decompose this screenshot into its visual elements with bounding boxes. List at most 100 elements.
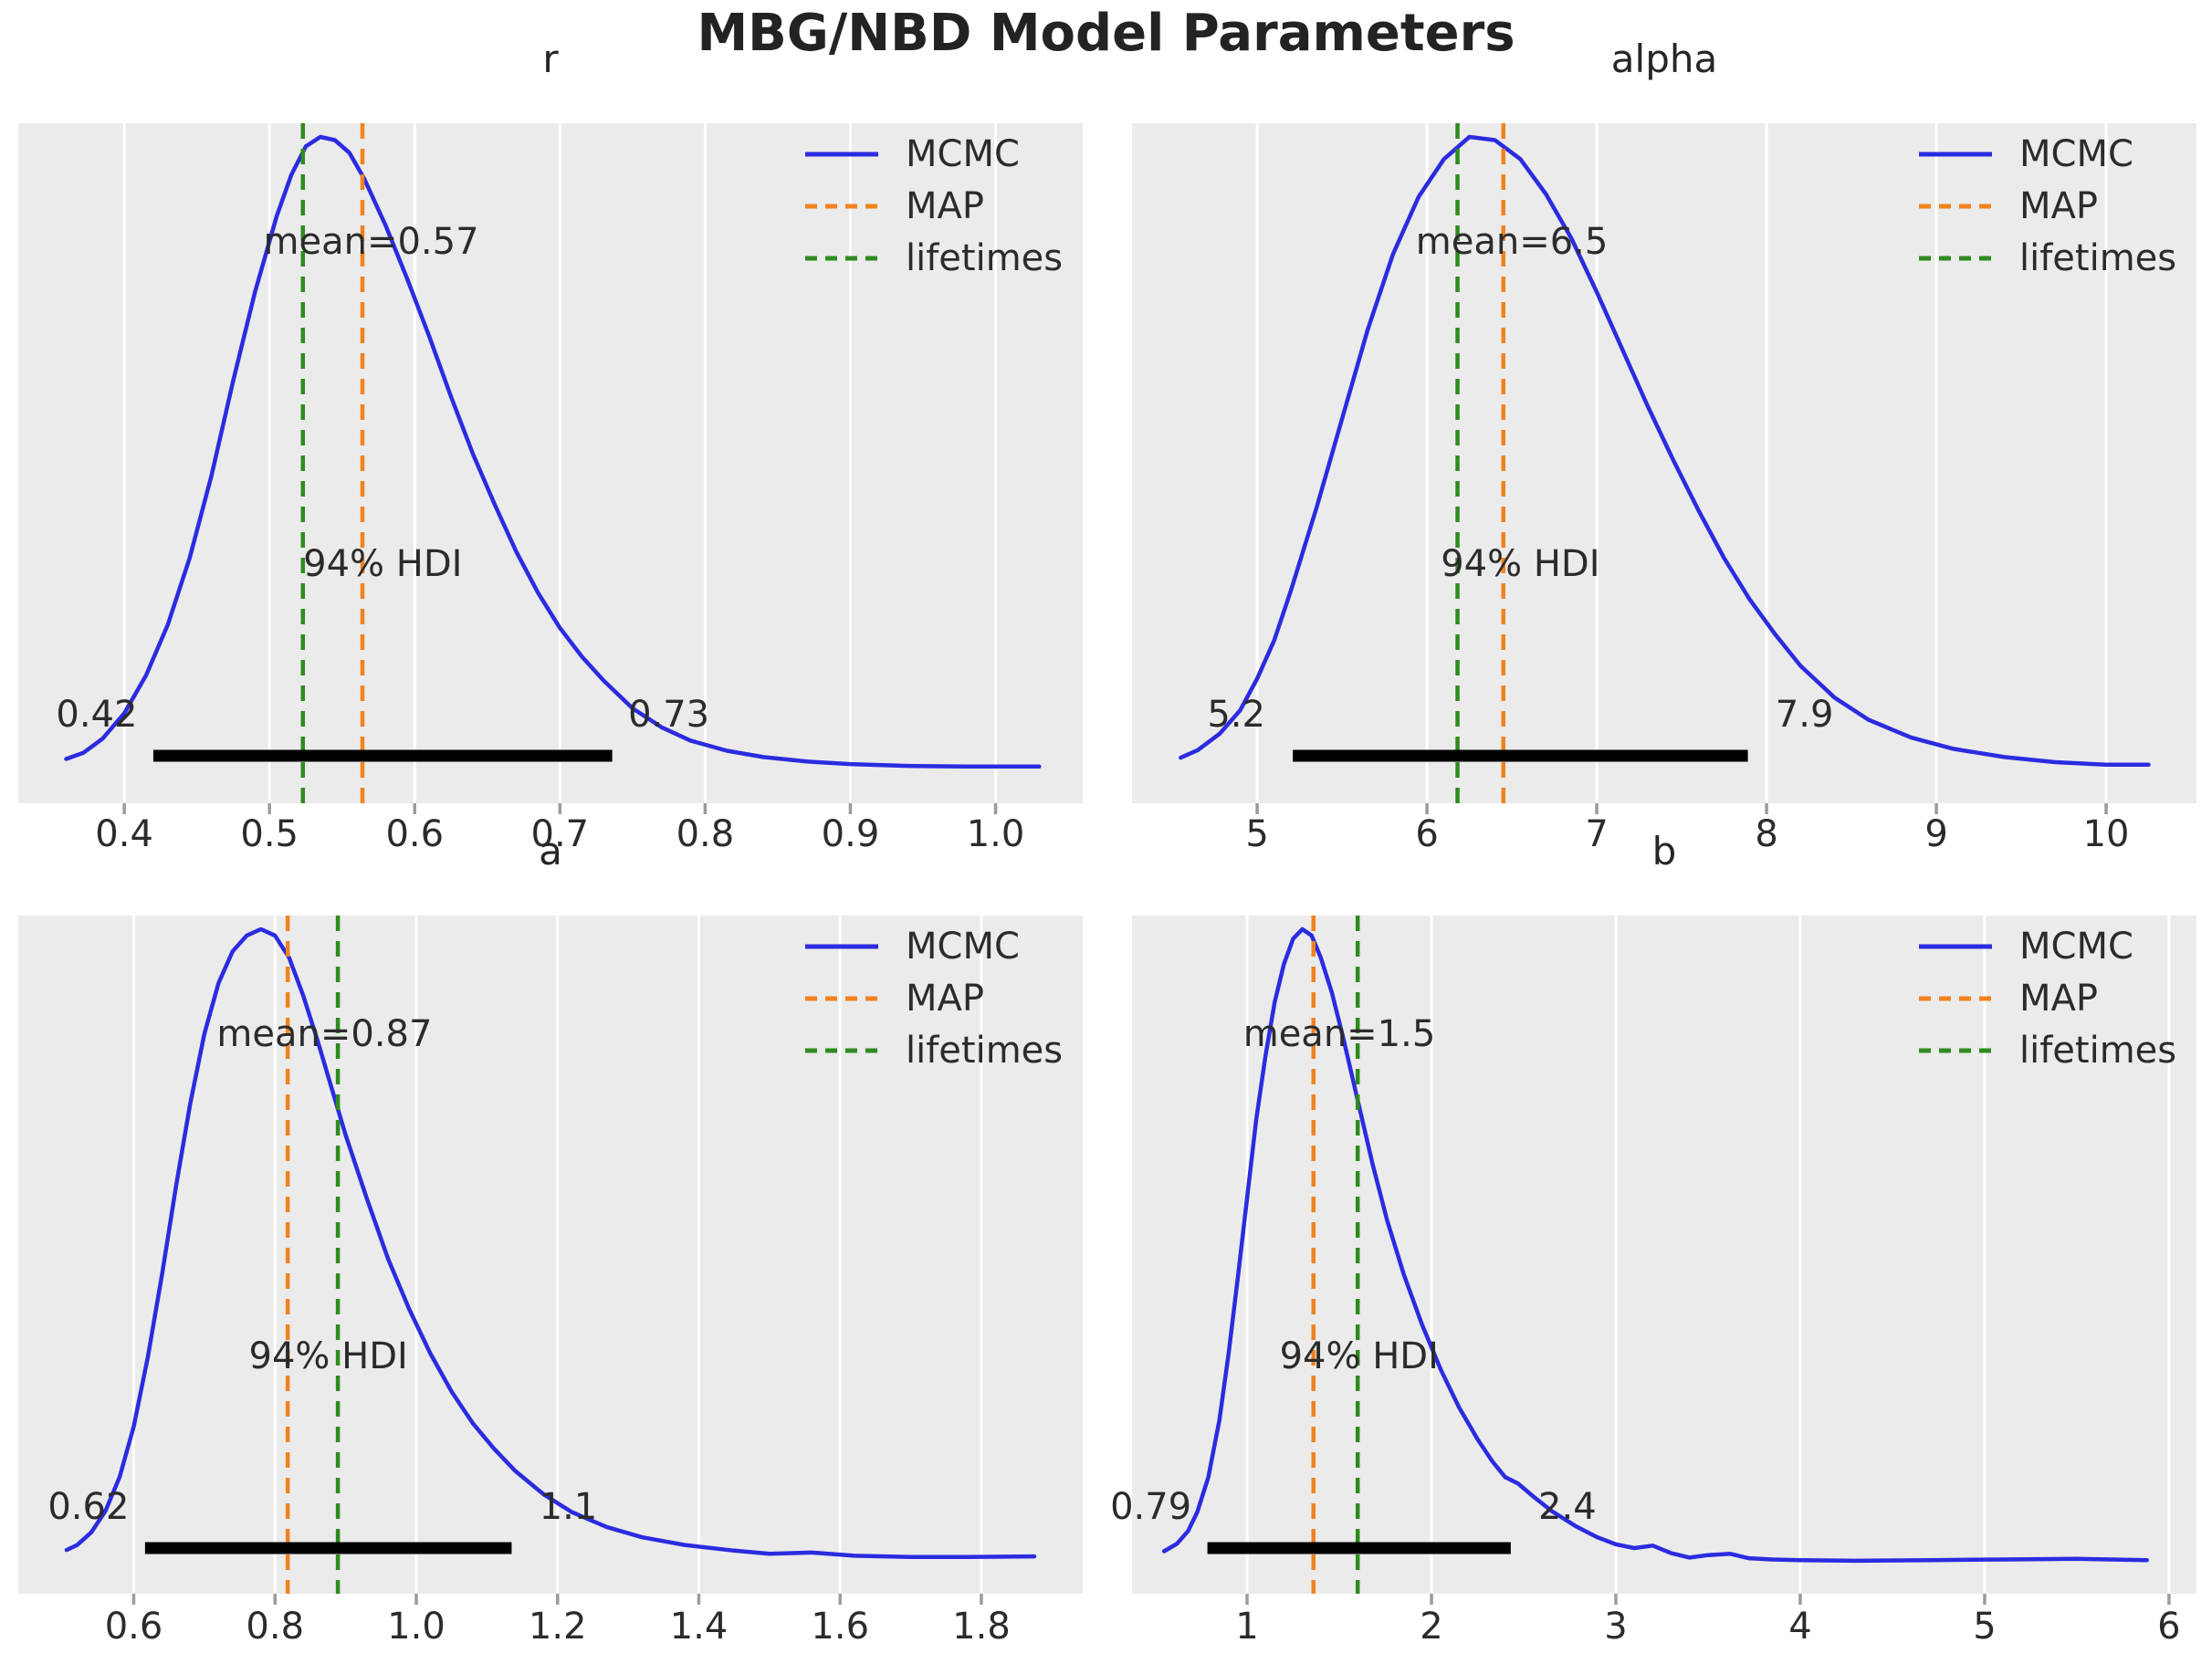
hdi-lower-label: 0.62 — [47, 1486, 130, 1528]
legend-label: MAP — [2019, 978, 2098, 1020]
x-tick-label: 0.9 — [821, 813, 880, 855]
x-tick-label: 1.4 — [669, 1606, 729, 1648]
legend-label: lifetimes — [2019, 1030, 2177, 1072]
legend-swatch — [1919, 1048, 1992, 1053]
legend-label: MCMC — [906, 926, 1020, 968]
mean-annotation: mean=6.5 — [1415, 221, 1609, 263]
x-tick-label: 2 — [1420, 1606, 1443, 1648]
kde-curve-mcmc — [64, 134, 1042, 769]
legend-label: lifetimes — [2019, 237, 2177, 279]
legend-label: MAP — [906, 978, 984, 1020]
plot-background — [1132, 916, 2196, 1594]
hdi-upper-label: 7.9 — [1775, 694, 1834, 736]
subplot-alpha: alpha mean=6.5 94% HDI 5.2 7.9 5 6 7 8 9 10 M… — [1132, 39, 2196, 853]
x-tick-label: 10 — [2082, 813, 2130, 855]
legend-swatch — [1919, 996, 1992, 1001]
mean-annotation: mean=1.5 — [1242, 1013, 1436, 1055]
legend-item-lifetimes: lifetimes — [805, 239, 1063, 277]
x-tick-label: 0.5 — [240, 813, 299, 855]
legend-swatch — [805, 1048, 878, 1053]
legend-item-mcmc: MCMC — [1919, 135, 2133, 173]
x-tick-label: 0.6 — [385, 813, 445, 855]
legend-swatch — [1919, 204, 1992, 209]
subplot-r: r mean=0.57 94% HDI 0.42 0.73 0.4 0.5 0.6 0… — [18, 39, 1083, 853]
legend-swatch — [805, 256, 878, 261]
legend-label: lifetimes — [906, 237, 1064, 279]
plot-background — [18, 916, 1083, 1594]
x-tick-label: 5 — [1245, 813, 1269, 855]
mean-annotation: mean=0.57 — [263, 221, 479, 263]
legend-item-lifetimes: lifetimes — [805, 1031, 1063, 1070]
x-tick-label: 4 — [1788, 1606, 1812, 1648]
x-tick-label: 0.8 — [246, 1606, 305, 1648]
legend-swatch — [805, 996, 878, 1001]
kde-curve-mcmc — [1161, 926, 2149, 1564]
legend-item-mcmc: MCMC — [805, 927, 1020, 966]
legend-label: lifetimes — [906, 1030, 1064, 1072]
hdi-lower-label: 0.42 — [56, 694, 138, 736]
legend-item-map: MAP — [805, 187, 984, 225]
x-tick-label: 0.6 — [104, 1606, 163, 1648]
plot-background — [18, 123, 1083, 803]
kde-plot-r — [18, 123, 1083, 814]
subplot-b: b mean=1.5 94% HDI 0.79 2.4 1 2 3 4 5 6 MCMC M… — [1110, 832, 2196, 1646]
kde-curve-mcmc — [1179, 134, 2151, 768]
legend-swatch — [805, 152, 878, 157]
x-tick-label: 0.4 — [95, 813, 153, 855]
legend-label: MCMC — [906, 133, 1020, 175]
legend-item-map: MAP — [1919, 979, 2098, 1018]
x-tick-label: 3 — [1604, 1606, 1628, 1648]
hdi-upper-label: 0.73 — [628, 694, 710, 736]
x-tick-label: 1.0 — [387, 1606, 446, 1648]
x-tick-label: 1.0 — [966, 813, 1025, 855]
kde-plot-a — [18, 916, 1083, 1605]
x-tick-label: 6 — [2157, 1606, 2181, 1648]
legend-swatch — [1919, 152, 1992, 157]
hdi-upper-label: 1.1 — [539, 1486, 598, 1528]
hdi-lower-label: 0.79 — [1110, 1486, 1192, 1528]
legend-swatch — [1919, 256, 1992, 261]
kde-plot-alpha — [1132, 123, 2196, 814]
legend-label: MCMC — [2019, 133, 2133, 175]
legend-item-lifetimes: lifetimes — [1919, 1031, 2176, 1070]
hdi-lower-label: 5.2 — [1207, 694, 1265, 736]
figure-title: MBG/NBD Model Parameters — [697, 4, 1515, 63]
hdi-annotation: 94% HDI — [1279, 1335, 1439, 1377]
legend-swatch — [1919, 944, 1992, 949]
x-tick-label: 0.8 — [676, 813, 735, 855]
hdi-annotation: 94% HDI — [303, 543, 463, 585]
subplot-title-r: r — [542, 37, 559, 81]
legend-label: MCMC — [2019, 926, 2133, 968]
hdi-annotation: 94% HDI — [1441, 543, 1600, 585]
hdi-annotation: 94% HDI — [248, 1335, 408, 1377]
x-tick-label: 1 — [1235, 1606, 1259, 1648]
x-tick-label: 9 — [1924, 813, 1948, 855]
hdi-upper-label: 2.4 — [1538, 1486, 1597, 1528]
legend-label: MAP — [2019, 185, 2098, 227]
legend-swatch — [805, 944, 878, 949]
x-tick-label: 6 — [1415, 813, 1439, 855]
mean-annotation: mean=0.87 — [216, 1013, 433, 1055]
legend-label: MAP — [906, 185, 984, 227]
x-tick-label: 1.6 — [811, 1606, 870, 1648]
kde-curve-mcmc — [64, 926, 1037, 1560]
legend-item-mcmc: MCMC — [1919, 927, 2133, 966]
x-tick-label: 1.2 — [528, 1606, 587, 1648]
legend-swatch — [805, 204, 878, 209]
legend-item-map: MAP — [1919, 187, 2098, 225]
legend-item-lifetimes: lifetimes — [1919, 239, 2176, 277]
subplot-title-a: a — [539, 829, 562, 874]
legend-item-mcmc: MCMC — [805, 135, 1020, 173]
plot-background — [1132, 123, 2196, 803]
subplot-a: a mean=0.87 94% HDI 0.62 1.1 0.6 0.8 1.0 1.… — [18, 832, 1083, 1646]
subplot-title-alpha: alpha — [1610, 37, 1718, 81]
kde-plot-b — [1132, 916, 2196, 1605]
x-tick-label: 0.7 — [530, 813, 590, 855]
x-tick-label: 8 — [1755, 813, 1778, 855]
x-tick-label: 5 — [1973, 1606, 1997, 1648]
legend-item-map: MAP — [805, 979, 984, 1018]
subplot-title-b: b — [1651, 829, 1677, 874]
x-tick-label: 7 — [1585, 813, 1609, 855]
x-tick-label: 1.8 — [952, 1606, 1011, 1648]
